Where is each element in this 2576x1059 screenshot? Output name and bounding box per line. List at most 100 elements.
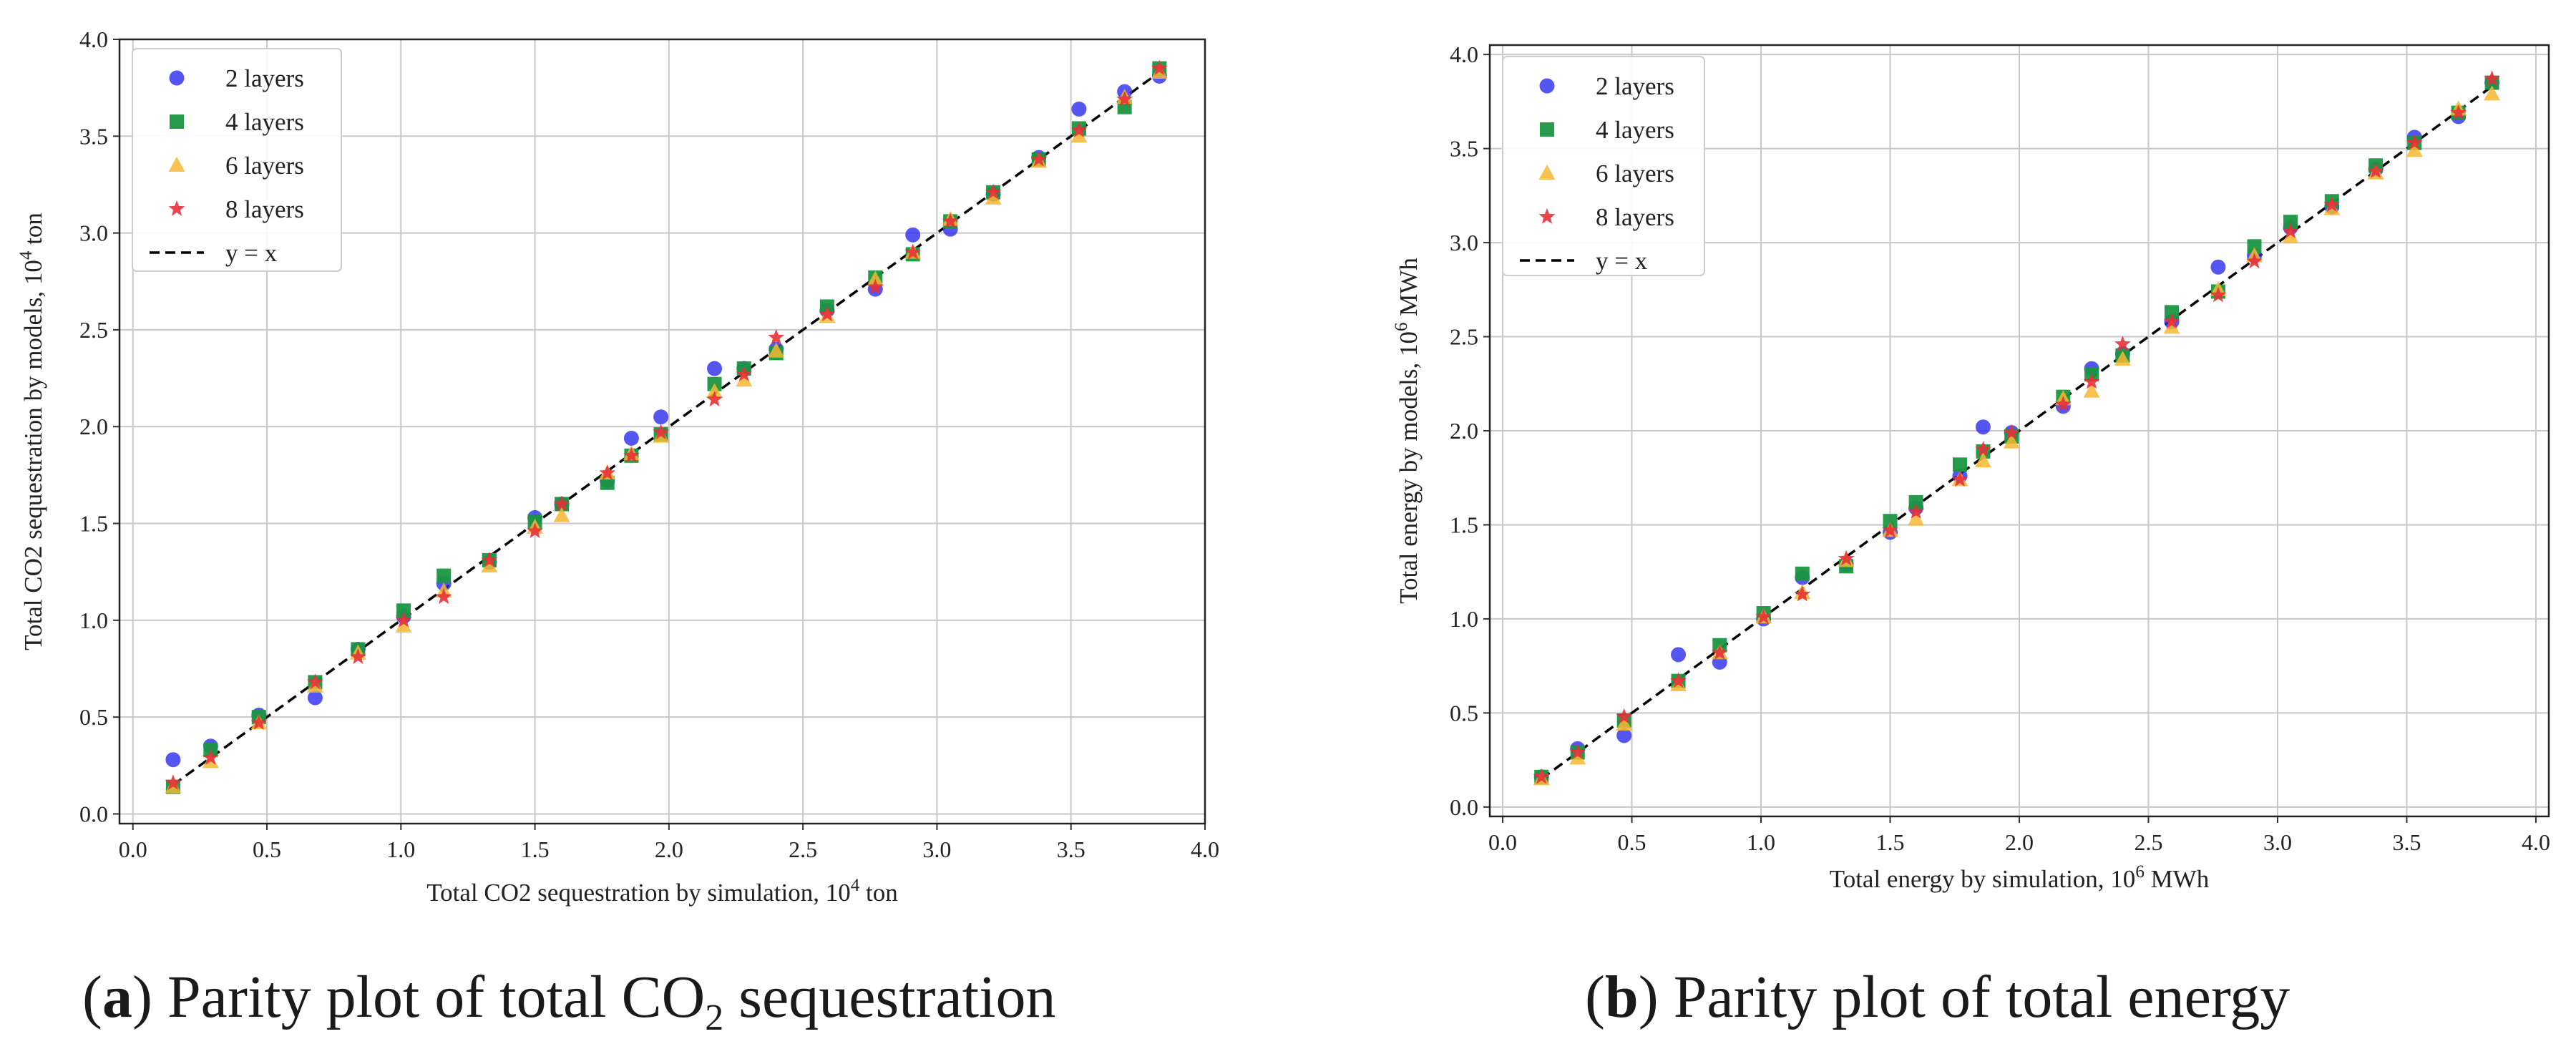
panel-b-point-triangle [2114,351,2131,366]
panel-b-point-star [2163,313,2180,329]
panel-b-x-tick-label: 0.5 [1618,829,1646,855]
panel-b-point-star [1975,441,1991,457]
panel-a-point-star [1151,59,1168,76]
panel-a-y-tick-label: 3.5 [79,123,108,149]
panel-b-x-tick-label: 4.0 [2522,829,2550,855]
panel-a-y-tick-label: 1.5 [79,511,108,537]
panel-b-point-star [2282,223,2299,238]
panel-b-point-star [2367,162,2384,178]
panel-b-point-star [2484,70,2500,86]
panel-a-point-triangle [706,383,723,399]
panel-a-legend-label: 2 layers [225,64,304,92]
panel-b-legend-label: 6 layers [1596,160,1674,187]
panel-b-legend-marker-circle [1539,78,1555,94]
panel-b-point-star [1670,672,1687,688]
parity-plot-energy: 0.0 0.5 1.0 1.5 2.0 2.5 3.0 3.5 4.0 0.0 0.5 1.0 1.5 2… [1392,42,2550,893]
panel-a-legend-label: 4 layers [225,108,304,136]
panel-a-y-tick-label: 2.5 [79,317,108,343]
panel-a-point-star [165,774,182,790]
caption-a-text: Parity plot of total CO [152,964,706,1030]
panel-a-point-star [653,424,669,440]
panel-b-point-star [2083,373,2100,389]
panel-b-point-triangle [2406,142,2423,157]
panel-a-point-triangle [867,270,884,286]
caption-b-text: Parity plot of total energy [1658,964,2290,1030]
panel-b-legend-box [1502,56,1705,276]
panel-b-point-star [1569,743,1586,760]
panel-a-point-triangle [736,371,753,387]
panel-a-point-star [1030,150,1048,167]
panel-b-legend-marker-triangle [1538,165,1556,180]
panel-a-point-star [553,495,570,512]
panel-b-point-star [1794,585,1811,602]
panel-a-point-square [436,568,452,583]
panel-a-legend-label: 6 layers [225,152,304,180]
caption-a-subscript: 2 [705,997,724,1038]
panel-b-point-star [1616,708,1633,724]
panel-a-y-tick-label: 3.0 [79,220,108,246]
panel-b-x-tick-label: 1.0 [1747,829,1775,855]
panel-a-legend-marker-circle [169,70,185,86]
panel-b-point-star [2406,134,2423,150]
panel-a-point-circle [165,752,181,768]
panel-a-point-star [623,446,640,463]
panel-a-y-tick-label: 0.5 [79,704,108,730]
panel-a-x-tick-label: 0.0 [119,836,147,862]
panel-b-legend-label: 4 layers [1596,116,1674,144]
panel-b-legend-label: 2 layers [1596,72,1674,100]
panel-b-point-star [2246,253,2263,269]
panel-a-point-triangle [768,342,785,358]
panel-a-point-circle [307,690,323,706]
panel-b-point-triangle [2282,228,2299,244]
panel-b-point-circle [1671,647,1687,663]
panel-a-y-axis-label: Total CO2 sequestration by models, 104 t… [16,213,47,650]
panel-a-x-tick-label: 2.0 [655,836,683,862]
panel-a-legend-label: y = x [225,239,278,267]
panel-a-point-star [768,328,785,345]
panel-b-x-tick-label: 2.5 [2134,829,2162,855]
panel-a-point-triangle [481,557,498,573]
panel-b-x-axis-label: Total energy by simulation, 106 MWh [1830,862,2210,893]
panel-b-point-circle [1616,728,1632,743]
panel-b-point-star [1838,550,1855,566]
panel-b-point-star [2210,286,2227,303]
panel-a-point-triangle [985,189,1002,205]
panel-a-point-star [706,391,723,407]
panel-a-point-star [435,588,452,605]
panel-a-point-star [481,552,498,567]
panel-a-y-tick-label: 4.0 [79,26,108,52]
panel-a-y-tick-label: 2.0 [79,414,108,439]
panel-b-point-triangle [1616,716,1633,731]
caption-energy: (b) Parity plot of total energy [1585,964,2290,1030]
panel-a-point-circle [623,430,639,446]
panel-b-point-star [1711,644,1728,660]
panel-b-point-star [1951,471,1968,487]
panel-b-x-tick-label: 2.0 [2005,829,2034,855]
panel-b-point-triangle [1974,452,1991,468]
panel-b-y-tick-label: 3.0 [1450,230,1478,255]
panel-b-x-tick-label: 3.5 [2392,829,2421,855]
panel-b-point-circle [2210,259,2226,275]
panel-a-y-tick-label: 1.0 [79,607,108,633]
panel-a-point-star [1070,122,1088,137]
panel-b-x-tick-label: 3.0 [2263,829,2292,855]
panel-a-x-axis-label: Total CO2 sequestration by simulation, 1… [426,876,897,907]
panel-b-y-tick-label: 2.0 [1450,418,1478,444]
panel-b-y-tick-label: 2.5 [1450,324,1478,350]
panel-a-point-star [819,306,836,321]
panel-b-series-8-layers [1533,70,2500,784]
panel-b-point-triangle [2083,382,2100,398]
caption-co2: (a) Parity plot of total CO2 sequestrati… [82,964,1056,1038]
panel-b-point-star [2114,336,2131,351]
panel-a-legend-marker-triangle [168,157,185,172]
panel-a-x-tick-label: 0.5 [253,836,281,862]
panel-a-point-star [250,714,268,730]
panel-a-point-square [396,603,411,618]
panel-a-y-tick-label: 0.0 [79,801,108,826]
panel-a-point-star [527,522,543,539]
panel-a-point-star [867,278,884,295]
panel-a-point-star [985,183,1002,200]
panel-a-point-star [202,749,219,765]
panel-a-axes-frame [118,38,1206,825]
panel-a-legend-marker-square [170,114,184,129]
